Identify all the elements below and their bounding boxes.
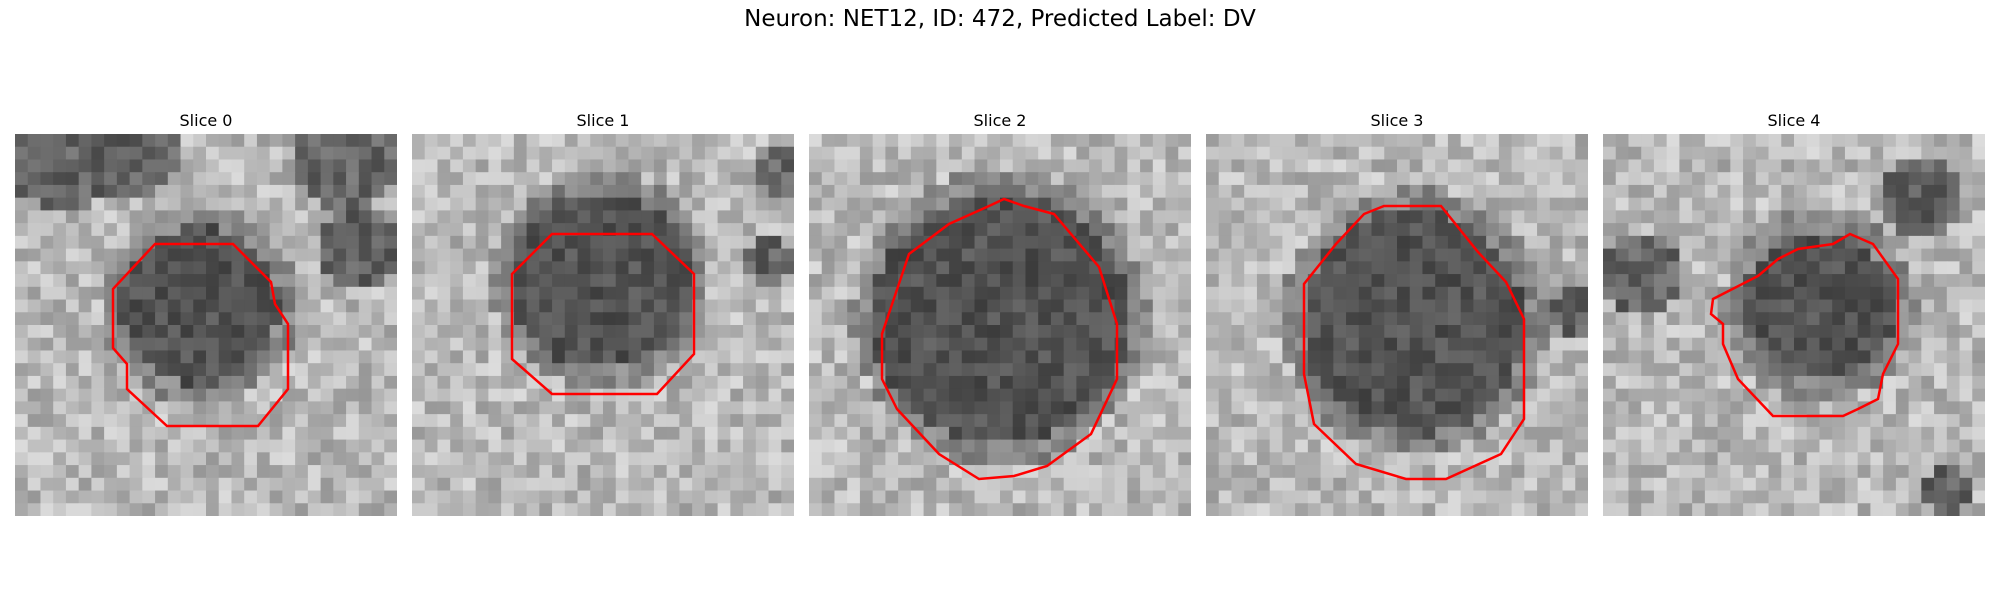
- grayscale-micrograph-2: [809, 134, 1191, 516]
- slice-image-4: [1603, 134, 1985, 516]
- slice-image-0: [15, 134, 397, 516]
- slice-image-2: [809, 134, 1191, 516]
- slice-panel-2: Slice 2: [809, 108, 1191, 516]
- grayscale-micrograph-4: [1603, 134, 1985, 516]
- red-contour-icon-3: [1302, 204, 1526, 481]
- slice-title-2: Slice 2: [973, 111, 1027, 130]
- slice-title-0: Slice 0: [179, 111, 233, 130]
- slice-panel-0: Slice 0: [15, 108, 397, 516]
- figure-title: Neuron: NET12, ID: 472, Predicted Label:…: [744, 6, 1256, 32]
- slice-title-4: Slice 4: [1767, 111, 1821, 130]
- red-contour-icon-0: [111, 242, 290, 428]
- red-contour-icon-4: [1709, 232, 1900, 418]
- slice-title-3: Slice 3: [1370, 111, 1424, 130]
- slice-panel-3: Slice 3: [1206, 108, 1588, 516]
- slice-panel-4: Slice 4: [1603, 108, 1985, 516]
- slice-title-1: Slice 1: [576, 111, 630, 130]
- slice-image-3: [1206, 134, 1588, 516]
- red-contour-icon-2: [880, 197, 1119, 481]
- grayscale-micrograph-1: [412, 134, 794, 516]
- red-contour-icon-1: [510, 232, 696, 396]
- grayscale-micrograph-3: [1206, 134, 1588, 516]
- grayscale-micrograph-0: [15, 134, 397, 516]
- slice-image-1: [412, 134, 794, 516]
- slice-panel-1: Slice 1: [412, 108, 794, 516]
